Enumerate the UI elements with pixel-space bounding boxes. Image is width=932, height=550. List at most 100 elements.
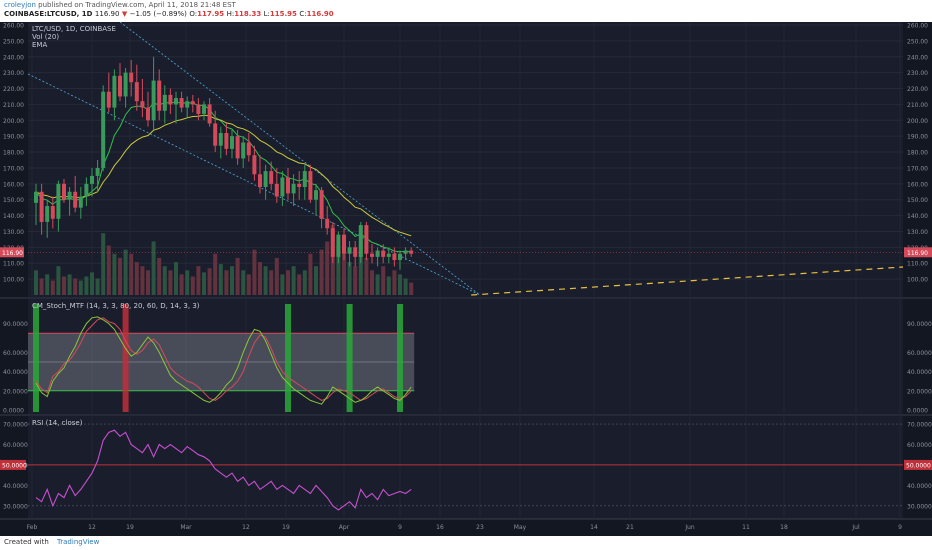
tradingview-logo-text[interactable]: TradingView [57, 538, 100, 546]
volume-bar [67, 274, 72, 295]
candle-body [90, 175, 94, 184]
volume-bar [56, 266, 61, 295]
close-label: C: [299, 10, 307, 18]
rsi-axis-label-right: 30.0000 [907, 503, 932, 510]
stoch-axis-label-left: 60.0000 [3, 350, 28, 357]
last-price: 116.90 [94, 10, 120, 18]
price-axis-label-left: 160.00 [3, 181, 24, 188]
price-axis-label-left: 260.00 [3, 23, 24, 30]
price-axis-label-right: 140.00 [907, 213, 928, 220]
time-axis-label: 9 [898, 524, 902, 531]
time-axis-label: 12 [88, 524, 96, 531]
symbol-info: COINBASE:LTCUSD, 1D 116.90 ▼ −1.05 (−0.8… [4, 10, 334, 18]
volume-bar [62, 276, 66, 295]
volume-bar [342, 253, 346, 295]
candle-body [370, 253, 374, 257]
candle-body [218, 133, 223, 146]
rsi-line [35, 429, 412, 511]
candle-body [336, 234, 341, 257]
stoch-axis-label-left: 40.0000 [3, 369, 28, 376]
price-axis-label-right: 190.00 [907, 134, 928, 141]
time-axis-label: 14 [590, 524, 598, 531]
rsi-axis-label-right: 70.0000 [907, 422, 932, 429]
stoch-axis-label-right: 60.0000 [907, 350, 932, 357]
time-axis-label: 11 [742, 524, 750, 531]
volume-bar [134, 262, 139, 295]
candle-body [246, 142, 251, 156]
volume-bar [174, 262, 178, 295]
volume-bar [45, 274, 50, 295]
publish-info: croleyjon published on TradingView.com, … [4, 1, 236, 9]
price-axis-label-right: 220.00 [907, 86, 928, 93]
candle-body [330, 228, 335, 257]
candle-body [151, 80, 156, 121]
volume-bar [146, 270, 150, 295]
volume-bar [302, 270, 307, 295]
price-axis-label-right: 230.00 [907, 70, 928, 77]
rsi-level-tag-right [904, 459, 932, 470]
candle-body [123, 72, 128, 97]
price-axis-label-right: 240.00 [907, 54, 928, 61]
stoch-signal-bar [285, 304, 291, 412]
author-link[interactable]: croleyjon [4, 1, 36, 9]
rsi-axis-label-right: 60.0000 [907, 442, 932, 449]
candle-body [230, 136, 234, 149]
low-label: L: [263, 10, 270, 18]
stoch-series-line [35, 316, 412, 405]
stoch-signal-bar [122, 304, 129, 412]
volume-bar [241, 270, 246, 295]
candle-body [174, 98, 178, 105]
time-axis-label: Jun [684, 524, 695, 531]
stoch-axis-label-left: 90.0000 [3, 321, 28, 328]
candle-body [84, 183, 89, 197]
volume-bar [90, 272, 94, 295]
candle-body [34, 191, 38, 203]
candle-body [112, 75, 117, 108]
candle-body [207, 104, 212, 124]
stoch-axis-label-left: 0.0000 [3, 408, 24, 415]
stoch-axis-label-right: 90.0000 [907, 321, 932, 328]
volume-bar [269, 270, 274, 295]
price-axis-label-left: 230.00 [3, 70, 24, 77]
price-axis-label-left: 210.00 [3, 102, 24, 109]
volume-bar [308, 253, 313, 295]
rsi-legend: RSI (14, close) [32, 419, 83, 427]
candle-body [146, 107, 150, 121]
volume-bar [112, 253, 117, 295]
candle-body [381, 250, 386, 257]
price-axis-label-right: 260.00 [907, 23, 928, 30]
candle-body [213, 123, 218, 146]
price-axis-label-left: 250.00 [3, 38, 24, 45]
candle-body [263, 171, 268, 187]
candle-body [252, 155, 257, 175]
volume-bar [392, 270, 397, 295]
volume-bar [358, 241, 363, 295]
candle-body [358, 225, 363, 257]
candle-body [56, 183, 61, 219]
price-axis-label-right: 170.00 [907, 165, 928, 172]
volume-bar [375, 274, 380, 295]
volume-bar [409, 282, 414, 295]
volume-bar [207, 268, 212, 295]
candle-body [78, 196, 83, 208]
candle-body [50, 206, 55, 219]
candle-body [319, 190, 324, 219]
candle-body [274, 183, 279, 197]
time-axis-label: 19 [126, 524, 134, 531]
stoch-signal-bar [397, 304, 403, 412]
candle-body [224, 133, 229, 149]
candle-body [314, 190, 318, 200]
candle-body [62, 183, 66, 200]
candle-body [258, 174, 262, 187]
volume-bar [381, 266, 386, 295]
volume-bar [151, 241, 156, 295]
candle-body [291, 183, 296, 194]
volume-bar [364, 257, 369, 295]
ema-slow-line [35, 114, 412, 237]
rsi-axis-label-left: 40.0000 [3, 483, 28, 490]
candle-body [398, 253, 402, 261]
candle-body [67, 191, 72, 200]
high-value: 118.33 [234, 10, 262, 18]
volume-bar [196, 266, 201, 295]
